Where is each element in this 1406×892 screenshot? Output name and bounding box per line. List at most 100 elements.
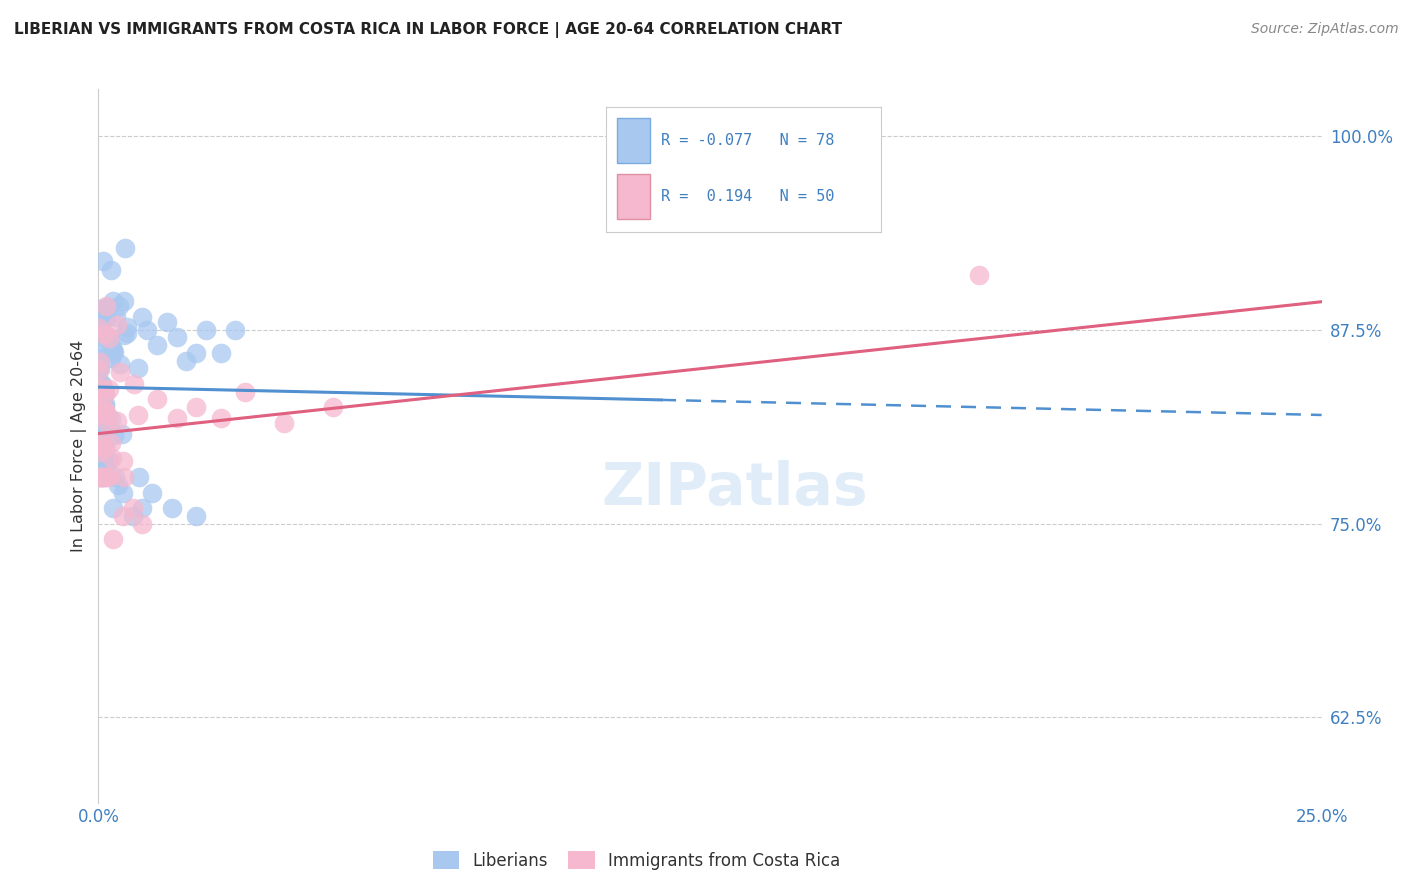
Point [176,353,198,368]
Point [90,451,112,466]
Point [146,338,169,352]
Point [114,241,136,255]
Point [100,412,122,426]
Point [101,858,124,872]
Point [128,470,150,484]
Point [87,351,110,365]
Point [98,331,121,345]
Point [101,451,124,466]
Point [112,294,135,309]
Point [131,516,153,531]
Point [90,406,112,420]
Point [273,416,295,430]
Point [87,362,110,376]
Point [94,397,117,411]
Point [110,357,132,371]
Point [101,532,124,546]
Point [89,301,111,316]
Text: R = -0.077   N = 78: R = -0.077 N = 78 [661,133,835,148]
Point [90,416,112,430]
Point [94,386,117,401]
Point [127,361,149,376]
Point [90,380,112,394]
Bar [617,119,650,163]
Point [87,392,110,406]
Point [186,508,208,523]
Point [131,501,153,516]
Point [967,268,990,283]
Point [96,454,118,468]
Text: Source: ZipAtlas.com: Source: ZipAtlas.com [1251,22,1399,37]
Y-axis label: In Labor Force | Age 20-64: In Labor Force | Age 20-64 [72,340,87,552]
Point [91,377,114,392]
Point [146,392,169,407]
Point [105,414,128,428]
Point [89,382,111,396]
Point [127,408,149,422]
Point [101,501,124,516]
Point [96,419,118,434]
Point [89,362,111,376]
Point [101,293,124,308]
Point [141,485,163,500]
Point [104,470,127,484]
Point [89,470,111,484]
Point [96,470,118,484]
Point [100,340,122,354]
Point [87,375,110,389]
Point [89,354,111,368]
Point [91,470,114,484]
Point [94,403,117,417]
Point [87,387,110,401]
Point [98,468,121,483]
Point [104,310,127,324]
Point [94,419,117,434]
Legend: Liberians, Immigrants from Costa Rica: Liberians, Immigrants from Costa Rica [426,845,848,877]
Text: LIBERIAN VS IMMIGRANTS FROM COSTA RICA IN LABOR FORCE | AGE 20-64 CORRELATION CH: LIBERIAN VS IMMIGRANTS FROM COSTA RICA I… [14,22,842,38]
Point [89,445,111,459]
Point [233,384,256,399]
Point [94,440,117,454]
Point [209,346,232,360]
Point [93,470,115,484]
Point [91,334,114,349]
Text: ZIPatlas: ZIPatlas [602,460,868,517]
Point [195,323,218,337]
Point [156,315,179,329]
Point [94,458,117,473]
Point [93,466,115,480]
Point [121,508,143,523]
Point [97,329,120,343]
Point [111,508,134,523]
Point [96,470,118,484]
Point [93,326,115,341]
Point [90,318,112,333]
Point [105,318,128,332]
Point [322,401,344,415]
Point [112,470,135,484]
Text: R =  0.194   N = 50: R = 0.194 N = 50 [661,189,835,204]
Point [96,333,118,347]
Point [186,401,208,415]
Point [108,365,131,379]
Point [96,299,118,313]
Point [111,485,134,500]
Point [121,501,143,516]
Point [91,381,114,395]
Point [97,452,120,467]
Point [87,360,110,375]
Point [115,320,138,334]
Point [166,330,188,344]
Point [111,426,134,441]
Point [91,470,114,484]
Point [89,381,111,395]
Point [94,385,117,400]
Point [112,327,135,342]
Point [96,408,118,422]
Point [91,470,114,484]
Point [87,470,110,484]
Point [96,416,118,430]
Point [90,435,112,450]
Point [107,477,129,491]
Point [166,411,188,425]
